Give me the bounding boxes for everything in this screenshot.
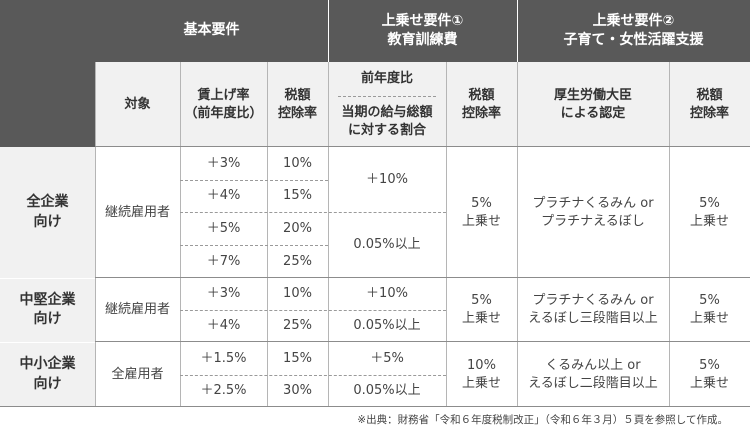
header-deduction2: 税額 控除率 <box>446 62 517 147</box>
certification-add-rate: 5% 上乗せ <box>669 342 750 407</box>
header-basic: 基本要件 <box>95 0 328 62</box>
education-salary-ratio: 0.05%以上 <box>328 212 446 278</box>
column-divider <box>95 62 96 407</box>
deduction-rate: 25% <box>267 245 328 278</box>
row-divider <box>180 375 446 376</box>
wage-rate: ＋1.5% <box>180 342 267 375</box>
target-sme: 全雇用者 <box>95 342 180 407</box>
column-divider <box>669 62 670 407</box>
header-deduction3: 税額 控除率 <box>669 62 750 147</box>
row-divider <box>180 180 328 181</box>
group-name-all: 全企業 向け <box>0 147 95 278</box>
wage-rate: ＋2.5% <box>180 375 267 407</box>
deduction-rate: 20% <box>267 212 328 245</box>
wage-rate: ＋3% <box>180 278 267 310</box>
header-wage-rate: 賃上げ率 （前年度比） <box>180 62 267 147</box>
deduction-rate: 30% <box>267 375 328 407</box>
row-divider <box>180 310 446 311</box>
education-add-rate: 5% 上乗せ <box>446 147 517 278</box>
header-prev-ratio: 前年度比 <box>328 62 446 96</box>
header-add1: 上乗せ要件① 教育訓練費 <box>328 0 517 62</box>
row-divider <box>180 212 446 213</box>
wage-rate: ＋5% <box>180 212 267 245</box>
wage-rate: ＋4% <box>180 180 267 212</box>
certification: プラチナくるみん or プラチナえるぼし <box>517 147 669 278</box>
wage-rate: ＋3% <box>180 147 267 180</box>
certification-add-rate: 5% 上乗せ <box>669 147 750 278</box>
wage-rate: ＋7% <box>180 245 267 278</box>
group-divider <box>0 342 95 343</box>
certification: くるみん以上 or えるぼし二段階目以上 <box>517 342 669 407</box>
header-add2: 上乗せ要件② 子育て・女性活躍支援 <box>517 0 750 62</box>
group-divider <box>95 341 750 342</box>
header-deduction: 税額 控除率 <box>267 62 328 147</box>
column-divider <box>328 62 329 407</box>
group-name-midsize: 中堅企業 向け <box>0 278 95 342</box>
deduction-rate: 15% <box>267 180 328 212</box>
deduction-rate: 10% <box>267 147 328 180</box>
certification-add-rate: 5% 上乗せ <box>669 278 750 342</box>
header-mhlw-cert: 厚生労働大臣 による認定 <box>517 62 669 147</box>
column-divider <box>446 62 447 407</box>
row-divider <box>180 245 328 246</box>
column-divider <box>267 62 268 407</box>
education-prev-ratio: ＋10% <box>328 147 446 212</box>
header-bottom-line <box>95 146 750 147</box>
source-footnote: ※出典：財務省「令和６年度税制改正」（令和６年３月）５頁を参照して作成。 <box>357 414 728 426</box>
group-divider <box>95 277 750 278</box>
target-midsize: 継続雇用者 <box>95 278 180 342</box>
education-prev-ratio: ＋10% <box>328 278 446 310</box>
education-add-rate: 10% 上乗せ <box>446 342 517 407</box>
header-divider <box>328 0 329 62</box>
group-name-sme: 中小企業 向け <box>0 342 95 407</box>
header-target: 対象 <box>95 62 180 147</box>
column-divider <box>180 62 181 407</box>
header-divider <box>517 0 518 62</box>
education-prev-ratio: ＋5% <box>328 342 446 375</box>
corner-cell <box>0 0 95 147</box>
deduction-rate: 25% <box>267 310 328 342</box>
row-divider <box>338 96 436 97</box>
header-salary-ratio: 当期の給与総額 に対する割合 <box>328 96 446 147</box>
column-divider <box>517 62 518 407</box>
education-salary-ratio: 0.05%以上 <box>328 375 446 407</box>
certification: プラチナくるみん or えるぼし三段階目以上 <box>517 278 669 342</box>
table-bottom-line <box>0 406 750 407</box>
group-divider <box>0 278 95 279</box>
deduction-rate: 10% <box>267 278 328 310</box>
education-salary-ratio: 0.05%以上 <box>328 310 446 342</box>
wage-rate: ＋4% <box>180 310 267 342</box>
education-add-rate: 5% 上乗せ <box>446 278 517 342</box>
target-all: 継続雇用者 <box>95 147 180 278</box>
deduction-rate: 15% <box>267 342 328 375</box>
